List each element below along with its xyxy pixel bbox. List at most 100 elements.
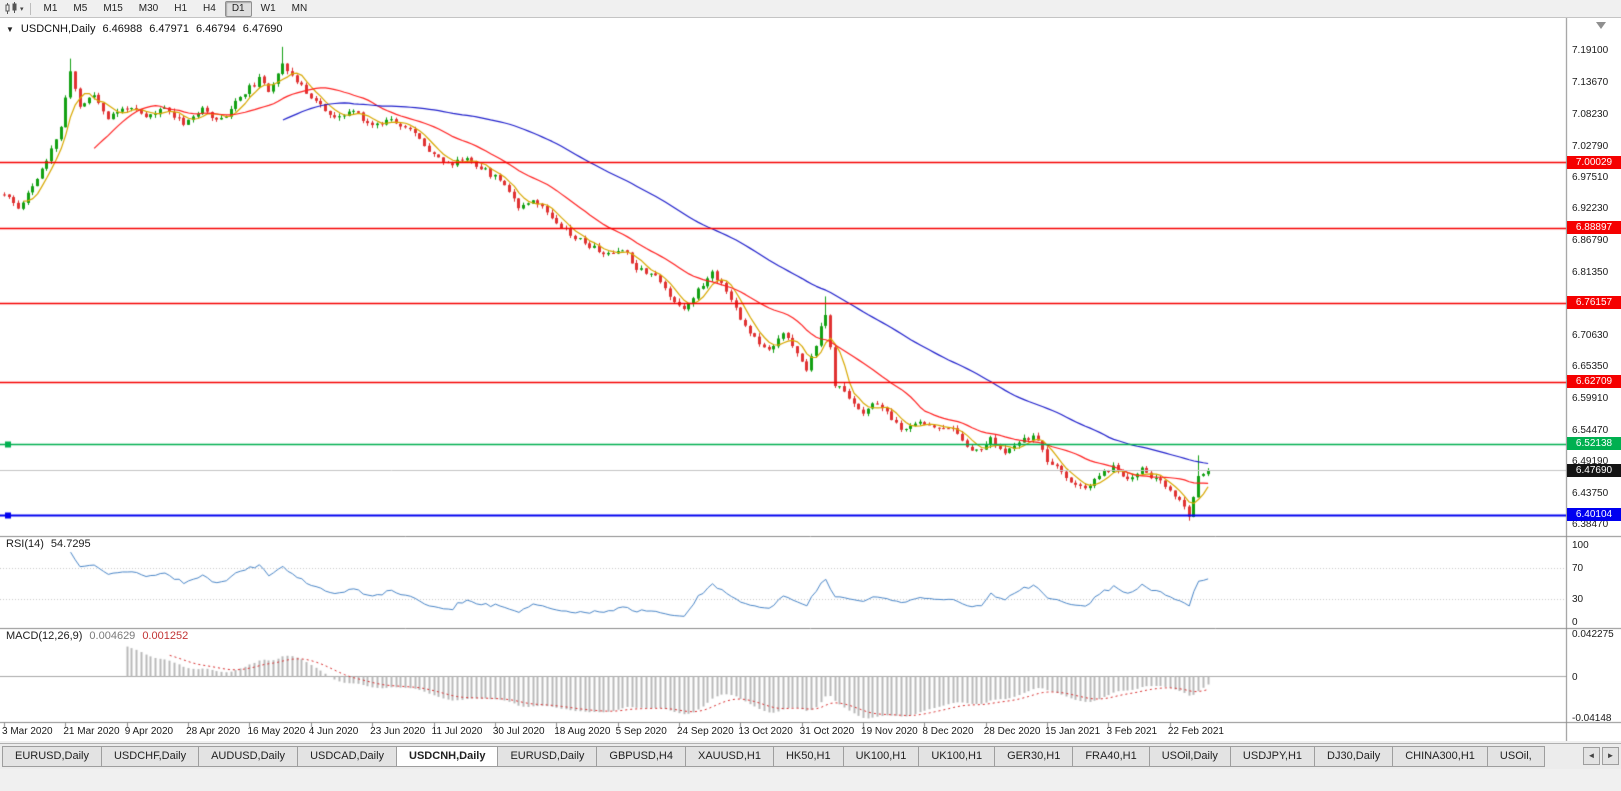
macd-name: MACD(12,26,9): [6, 630, 83, 642]
chart-type-icon[interactable]: [4, 2, 19, 15]
toolbar-separator: [29, 2, 31, 15]
chart-tab-audusd-daily[interactable]: AUDUSD,Daily: [199, 746, 299, 767]
date-axis-label: 28 Apr 2020: [186, 726, 241, 737]
price-line-tag: 6.88897: [1567, 221, 1621, 235]
chart-tab-usoil[interactable]: USOil,: [1487, 746, 1545, 767]
chart-title: ▼ USDCNH,Daily 6.46988 6.47971 6.46794 6…: [6, 23, 283, 35]
timeframe-button-h1[interactable]: H1: [174, 2, 188, 14]
chart-tab-eurusd-daily[interactable]: EURUSD,Daily: [498, 746, 598, 767]
date-axis-label: 30 Jul 2020: [492, 726, 545, 737]
tab-scroll-left-icon[interactable]: ◄: [1583, 747, 1600, 765]
chart-tab-usdchf-daily[interactable]: USDCHF,Daily: [101, 746, 200, 767]
date-axis-label: 21 Mar 2020: [63, 726, 120, 737]
chart-tab-ger30-h1[interactable]: GER30,H1: [995, 746, 1074, 767]
chart-tab-usdjpy-h1[interactable]: USDJPY,H1: [1230, 746, 1316, 767]
rsi-axis-label: 70: [1572, 563, 1584, 575]
timeframe-button-w1[interactable]: W1: [260, 2, 276, 14]
chart-tab-eurusd-daily[interactable]: EURUSD,Daily: [2, 746, 102, 767]
date-axis-label: 23 Jun 2020: [370, 726, 426, 737]
chart-tab-usdcnh-daily[interactable]: USDCNH,Daily: [397, 746, 499, 767]
ohlc-open: 6.46988: [102, 23, 143, 35]
timeframe-button-m15[interactable]: M15: [103, 2, 123, 14]
timeframe-buttons: M1 M5 M15 M30 H1 H4 D1 W1 MN: [37, 0, 315, 17]
price-line-tag: 6.40104: [1567, 508, 1621, 522]
date-axis-label: 16 May 2020: [247, 726, 306, 737]
date-axis-label: 15 Jan 2021: [1045, 726, 1101, 737]
date-axis-label: 19 Nov 2020: [861, 726, 918, 737]
price-line-tag: 6.62709: [1567, 375, 1621, 389]
price-axis-label: 6.38470: [1572, 519, 1609, 531]
ohlc-close: 6.47690: [242, 23, 283, 35]
price-axis-label: 6.49190: [1572, 456, 1609, 468]
date-axis-label: 3 Mar 2020: [2, 726, 53, 737]
chart-tab-uk100-h1[interactable]: UK100,H1: [843, 746, 920, 767]
rsi-axis-label: 0: [1572, 617, 1578, 628]
rsi-value: 54.7295: [50, 538, 91, 550]
date-axis-label: 11 Jul 2020: [431, 726, 483, 737]
price-line-tag: 6.52138: [1567, 437, 1621, 451]
price-axis-label: 6.86790: [1572, 234, 1609, 246]
macd-indicator-label: MACD(12,26,9) 0.004629 0.001252: [6, 630, 188, 642]
timeframe-button-mn[interactable]: MN: [291, 2, 308, 14]
chart-tab-xauusd-h1[interactable]: XAUUSD,H1: [685, 746, 774, 767]
date-axis[interactable]: 3 Mar 2020 21 Mar 2020 9 Apr 2020 28 Apr 20…: [0, 722, 1566, 741]
price-axis-label: 7.19100: [1572, 44, 1609, 56]
tab-scroll-buttons: ◄ ►: [1583, 747, 1619, 765]
date-axis-label: 24 Sep 2020: [676, 726, 734, 737]
price-axis-label: 6.92230: [1572, 202, 1609, 214]
price-axis-label: 6.54470: [1572, 425, 1609, 437]
rsi-name: RSI(14): [6, 538, 44, 550]
price-axis-label: 7.13670: [1572, 76, 1609, 88]
price-axis-label: 7.02790: [1572, 140, 1609, 152]
date-axis-label: 22 Feb 2021: [1167, 726, 1224, 737]
macd-signal-value: 0.001252: [142, 630, 189, 642]
timeframe-button-m1[interactable]: M1: [43, 2, 58, 14]
chart-tab-dj30-daily[interactable]: DJ30,Daily: [1315, 746, 1394, 767]
rsi-axis-label: 100: [1572, 540, 1589, 551]
macd-main-value: 0.004629: [89, 630, 136, 642]
chart-type-dropdown-icon[interactable]: ▾: [20, 5, 24, 13]
chart-tab-china300-h1[interactable]: CHINA300,H1: [1393, 746, 1488, 767]
price-axis-label: 6.65350: [1572, 361, 1609, 373]
timeframe-button-m5[interactable]: M5: [73, 2, 88, 14]
chart-tab-usdcad-daily[interactable]: USDCAD,Daily: [298, 746, 398, 767]
timeframe-button-m30[interactable]: M30: [138, 2, 159, 14]
date-axis-label: 13 Oct 2020: [738, 726, 793, 737]
date-axis-label: 8 Dec 2020: [922, 726, 974, 737]
price-axis-label: 7.08230: [1572, 108, 1609, 120]
date-axis-label: 31 Oct 2020: [799, 726, 855, 737]
chart-tab-hk50-h1[interactable]: HK50,H1: [773, 746, 844, 767]
chart-tab-uk100-h1[interactable]: UK100,H1: [919, 746, 996, 767]
price-axis-label: 6.97510: [1572, 171, 1609, 183]
chart-tabs: EURUSD,Daily USDCHF,Daily AUDUSD,Daily USDC…: [2, 746, 1581, 767]
price-axis-label: 6.43750: [1572, 488, 1609, 500]
chart-tab-fra40-h1[interactable]: FRA40,H1: [1073, 746, 1150, 767]
ohlc-low: 6.46794: [196, 23, 236, 35]
timeframe-button-d1[interactable]: D1: [224, 0, 252, 17]
chart-symbol-label: USDCNH,Daily: [20, 23, 96, 35]
symbol-arrow-icon: ▼: [6, 24, 14, 34]
chart-shift-icon[interactable]: [1596, 22, 1606, 29]
tab-scroll-right-icon[interactable]: ►: [1602, 747, 1619, 765]
macd-axis-label: -0.04148: [1572, 713, 1612, 725]
date-axis-label: 3 Feb 2021: [1106, 726, 1158, 737]
rsi-indicator-label: RSI(14) 54.7295: [6, 538, 91, 550]
toolbar: ▾ M1 M5 M15 M30 H1 H4 D1 W1 MN: [0, 0, 1621, 18]
chart-tab-usoil-daily[interactable]: USOil,Daily: [1149, 746, 1231, 767]
ohlc-high: 6.47971: [149, 23, 190, 35]
date-axis-label: 9 Apr 2020: [124, 726, 174, 737]
macd-axis-label: 0: [1572, 671, 1578, 683]
price-axis-label: 6.70630: [1572, 330, 1609, 342]
price-axis-label: 6.59910: [1572, 393, 1609, 405]
chart-tab-bar: EURUSD,Daily USDCHF,Daily AUDUSD,Daily USDC…: [0, 743, 1621, 769]
timeframe-button-h4[interactable]: H4: [203, 2, 216, 14]
chart-tab-gbpusd-h4[interactable]: GBPUSD,H4: [597, 746, 686, 767]
price-axis[interactable]: 7.19100 7.13670 7.08230 7.02790 6.97510 6.922…: [1567, 18, 1621, 741]
date-axis-label: 28 Dec 2020: [983, 726, 1041, 737]
date-axis-label: 4 Jun 2020: [308, 726, 359, 737]
chart-canvas[interactable]: [0, 18, 1621, 741]
chart-area: ▼ USDCNH,Daily 6.46988 6.47971 6.46794 6…: [0, 18, 1621, 741]
price-line-tag: 6.76157: [1567, 296, 1621, 310]
price-line-tag: 7.00029: [1567, 155, 1621, 169]
